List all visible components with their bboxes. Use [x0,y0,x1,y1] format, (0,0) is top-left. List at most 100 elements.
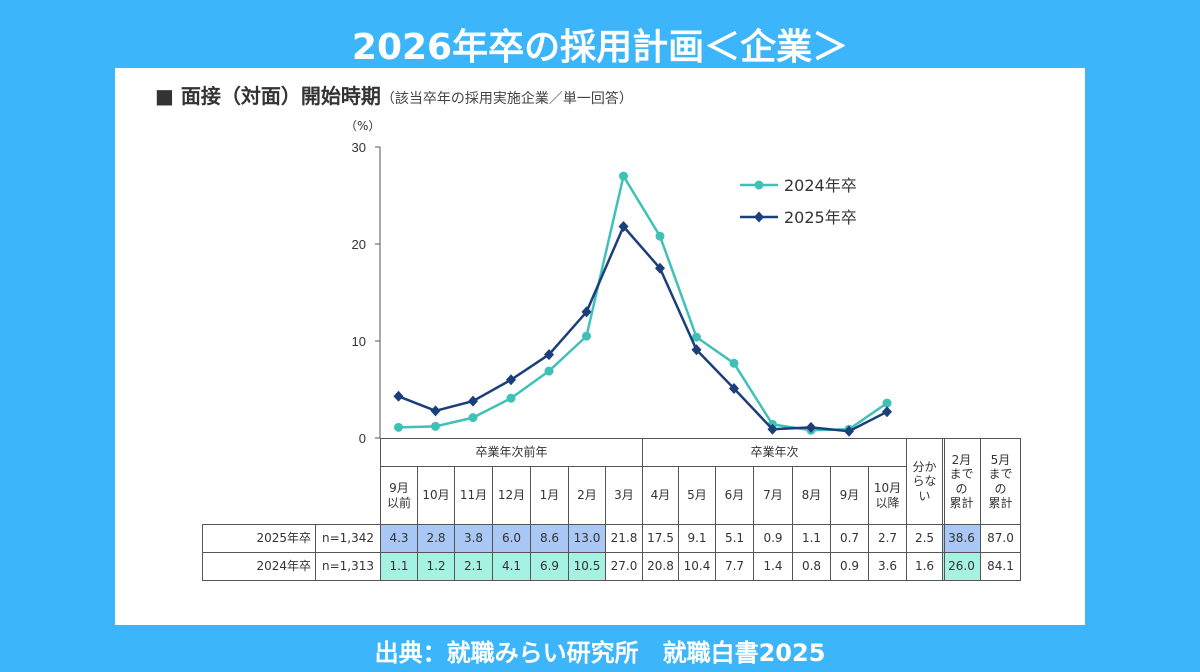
table-cell: 13.0 [568,524,606,553]
data-point [544,366,554,376]
table-cell: 5.1 [715,524,754,553]
column-header: 6月 [715,466,754,525]
column-header: 1月 [530,466,569,525]
data-point [729,358,739,368]
legend-label: 2024年卒 [784,176,857,195]
column-header: 2月 [568,466,606,525]
y-tick-label: 30 [352,140,366,155]
square-bullet-icon: ■ [155,84,174,108]
data-point [582,331,591,341]
column-header: 4月 [642,466,679,525]
table-cell: 7.7 [715,552,754,581]
column-header: 8月 [792,466,831,525]
table-cell: 38.6 [942,524,981,553]
data-point [468,395,478,407]
column-header: 11月 [454,466,493,525]
column-header: 10月 [417,466,455,525]
data-point [729,383,739,395]
source-footer: 出典：就職みらい研究所 就職白書2025 [374,639,826,667]
table-cell: 17.5 [642,524,679,553]
data-point [393,390,404,402]
data-point [431,421,440,431]
table-cell: 1.1 [792,524,831,553]
data-point [468,413,478,423]
legend-marker [754,180,764,190]
column-header: 9月 以前 [380,466,418,525]
table-cell: 1.2 [417,552,455,581]
data-point [882,406,892,418]
column-header: 7月 [753,466,793,525]
row-sample-size: n=1,313 [315,552,381,581]
legend-label: 2025年卒 [784,208,857,227]
table-cell: 0.9 [753,524,793,553]
series-line-2024年卒 [398,172,888,432]
table-cell: 8.6 [530,524,569,553]
row-sample-size: n=1,342 [315,524,381,553]
data-point [767,423,778,435]
data-point [581,306,592,318]
y-tick-label: 20 [352,237,366,252]
table-cell: 0.8 [792,552,831,581]
group-header: 卒業年次 [642,438,907,467]
column-header: 5月 [678,466,716,525]
table-cell: 3.8 [454,524,493,553]
page-title: 2026年卒の採用計画＜企業＞ [351,27,849,68]
table-cell: 1.1 [380,552,418,581]
data-point [506,374,516,386]
data-point [544,349,554,361]
table-cell: 87.0 [980,524,1021,553]
table-cell: 1.4 [753,552,793,581]
table-cell: 21.8 [605,524,643,553]
table-cell: 4.1 [492,552,531,581]
row-label: 2024年卒 [202,552,316,581]
data-point [430,405,441,417]
table-cell: 0.7 [830,524,869,553]
column-header: 分か らない [906,438,943,525]
table-cell: 2.8 [417,524,455,553]
cumulative-divider [944,438,945,581]
table-cell: 10.5 [568,552,606,581]
table-cell: 2.1 [454,552,493,581]
data-point [692,332,701,342]
table-cell: 6.0 [492,524,531,553]
column-header: 5月 までの累計 [980,438,1021,525]
data-point [806,421,816,433]
table-cell: 27.0 [605,552,643,581]
table-cell: 0.9 [830,552,869,581]
data-point [655,262,665,274]
data-point [394,422,403,432]
column-header: 9月 [830,466,869,525]
group-header: 卒業年次前年 [380,438,643,467]
table-cell: 6.9 [530,552,569,581]
series-line-2025年卒 [398,224,888,433]
subtitle-text: 面接（対面）開始時期 [180,84,381,108]
table-cell: 3.6 [868,552,907,581]
table-cell: 2.7 [868,524,907,553]
y-tick-label: 10 [352,334,366,349]
row-label: 2025年卒 [202,524,316,553]
legend-marker [754,211,764,223]
column-header: 2月 までの累計 [942,438,981,525]
data-point [882,398,892,408]
table-cell: 1.6 [906,552,943,581]
table-cell: 2.5 [906,524,943,553]
y-axis-label: （%） [345,119,380,133]
data-point [655,231,665,241]
chart-subtitle: ■ 面接（対面）開始時期（該当卒年の採用実施企業／単一回答） [155,80,633,109]
column-header: 10月 以降 [868,466,907,525]
table-cell: 4.3 [380,524,418,553]
table-cell: 84.1 [980,552,1021,581]
table-cell: 10.4 [678,552,716,581]
subtitle-note: （該当卒年の採用実施企業／単一回答） [380,91,633,107]
data-point [844,425,854,437]
data-point [506,393,516,403]
y-tick-label: 0 [359,431,366,446]
data-point [691,344,702,356]
table-cell: 26.0 [942,552,981,581]
table-cell: 9.1 [678,524,716,553]
table-cell: 20.8 [642,552,679,581]
data-point [618,221,629,233]
column-header: 3月 [605,466,643,525]
column-header: 12月 [492,466,531,525]
